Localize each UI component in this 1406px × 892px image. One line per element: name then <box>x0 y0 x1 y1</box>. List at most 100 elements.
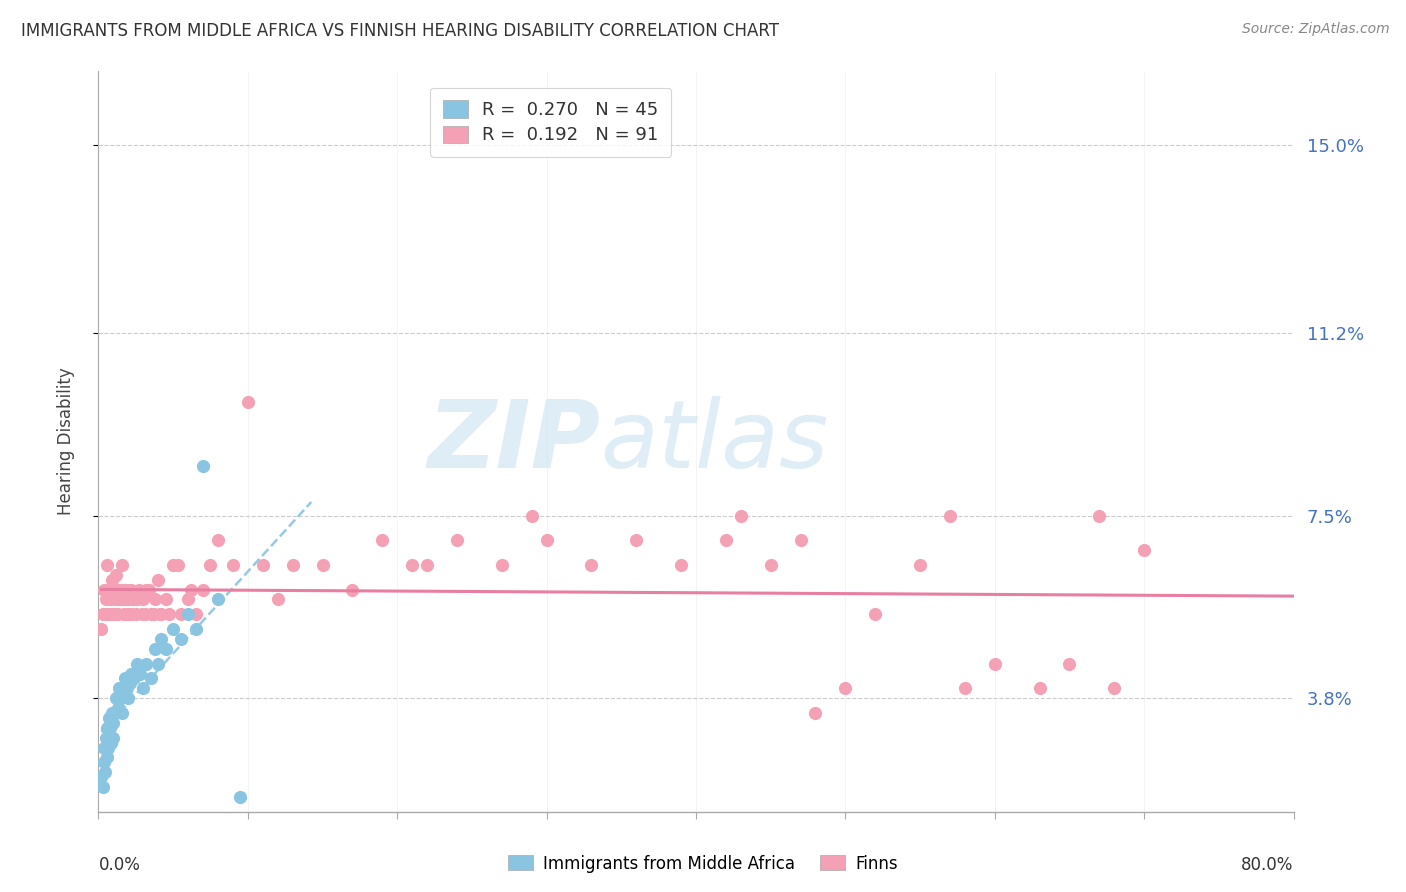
Point <box>177 592 200 607</box>
Point <box>135 582 157 597</box>
Point <box>112 607 135 622</box>
Point <box>148 657 170 671</box>
Point <box>311 558 333 572</box>
Point <box>98 607 122 622</box>
Point <box>148 573 170 587</box>
Point <box>142 607 165 622</box>
Point <box>200 558 222 572</box>
Text: atlas: atlas <box>600 396 828 487</box>
Point <box>222 558 245 572</box>
Point <box>118 582 141 597</box>
Point <box>90 622 112 636</box>
Point <box>111 558 134 572</box>
Text: IMMIGRANTS FROM MIDDLE AFRICA VS FINNISH HEARING DISABILITY CORRELATION CHART: IMMIGRANTS FROM MIDDLE AFRICA VS FINNISH… <box>21 22 779 40</box>
Point <box>155 592 177 607</box>
Point <box>953 681 976 696</box>
Point <box>97 740 120 755</box>
Point <box>114 592 136 607</box>
Point <box>128 582 150 597</box>
Y-axis label: Hearing Disability: Hearing Disability <box>56 368 75 516</box>
Point <box>149 607 172 622</box>
Point <box>97 711 120 725</box>
Point <box>162 558 184 572</box>
Point <box>117 607 139 622</box>
Point <box>108 681 131 696</box>
Point <box>127 657 149 671</box>
Point <box>122 592 145 607</box>
Point <box>96 558 118 572</box>
Legend: R =  0.270   N = 45, R =  0.192   N = 91: R = 0.270 N = 45, R = 0.192 N = 91 <box>430 87 672 157</box>
Point <box>96 721 118 735</box>
Point <box>101 573 124 587</box>
Text: 80.0%: 80.0% <box>1241 856 1294 874</box>
Point <box>207 592 229 607</box>
Point <box>169 632 191 646</box>
Point <box>134 607 156 622</box>
Text: 0.0%: 0.0% <box>98 856 141 874</box>
Point <box>104 706 127 720</box>
Point <box>91 780 114 794</box>
Point <box>191 582 214 597</box>
Point <box>101 607 124 622</box>
Point <box>626 533 648 548</box>
Point <box>730 508 752 523</box>
Point <box>103 582 125 597</box>
Point <box>446 533 468 548</box>
Point <box>110 582 132 597</box>
Point <box>1104 681 1126 696</box>
Point <box>120 582 142 597</box>
Point <box>139 607 162 622</box>
Point <box>115 681 138 696</box>
Point <box>908 558 931 572</box>
Point <box>1088 508 1111 523</box>
Text: Source: ZipAtlas.com: Source: ZipAtlas.com <box>1241 22 1389 37</box>
Point <box>759 558 782 572</box>
Point <box>371 533 394 548</box>
Point <box>118 676 141 690</box>
Text: ZIP: ZIP <box>427 395 600 488</box>
Point <box>1028 681 1050 696</box>
Point <box>129 666 152 681</box>
Point <box>105 691 128 706</box>
Point <box>191 459 214 474</box>
Point <box>98 731 121 745</box>
Point <box>117 691 139 706</box>
Point <box>105 567 128 582</box>
Point <box>93 756 115 770</box>
Point <box>121 592 143 607</box>
Point <box>90 770 112 784</box>
Point <box>162 622 184 636</box>
Point <box>112 686 135 700</box>
Point <box>491 558 513 572</box>
Point <box>157 607 180 622</box>
Point <box>138 582 160 597</box>
Point <box>143 641 166 656</box>
Point <box>96 607 118 622</box>
Point <box>93 582 115 597</box>
Point <box>94 592 117 607</box>
Point <box>127 592 149 607</box>
Point <box>139 672 162 686</box>
Point <box>267 592 290 607</box>
Point <box>536 533 558 548</box>
Point <box>342 582 364 597</box>
Point <box>120 666 142 681</box>
Point <box>150 632 173 646</box>
Point <box>401 558 423 572</box>
Point <box>177 607 200 622</box>
Point <box>120 607 142 622</box>
Point <box>207 533 229 548</box>
Point <box>581 558 603 572</box>
Point <box>103 715 125 730</box>
Point <box>939 508 962 523</box>
Point <box>169 607 191 622</box>
Point <box>98 592 121 607</box>
Point <box>132 681 155 696</box>
Point <box>520 508 543 523</box>
Point <box>834 681 856 696</box>
Point <box>155 641 177 656</box>
Point <box>101 731 124 745</box>
Point <box>98 721 122 735</box>
Point <box>135 657 157 671</box>
Point <box>114 582 136 597</box>
